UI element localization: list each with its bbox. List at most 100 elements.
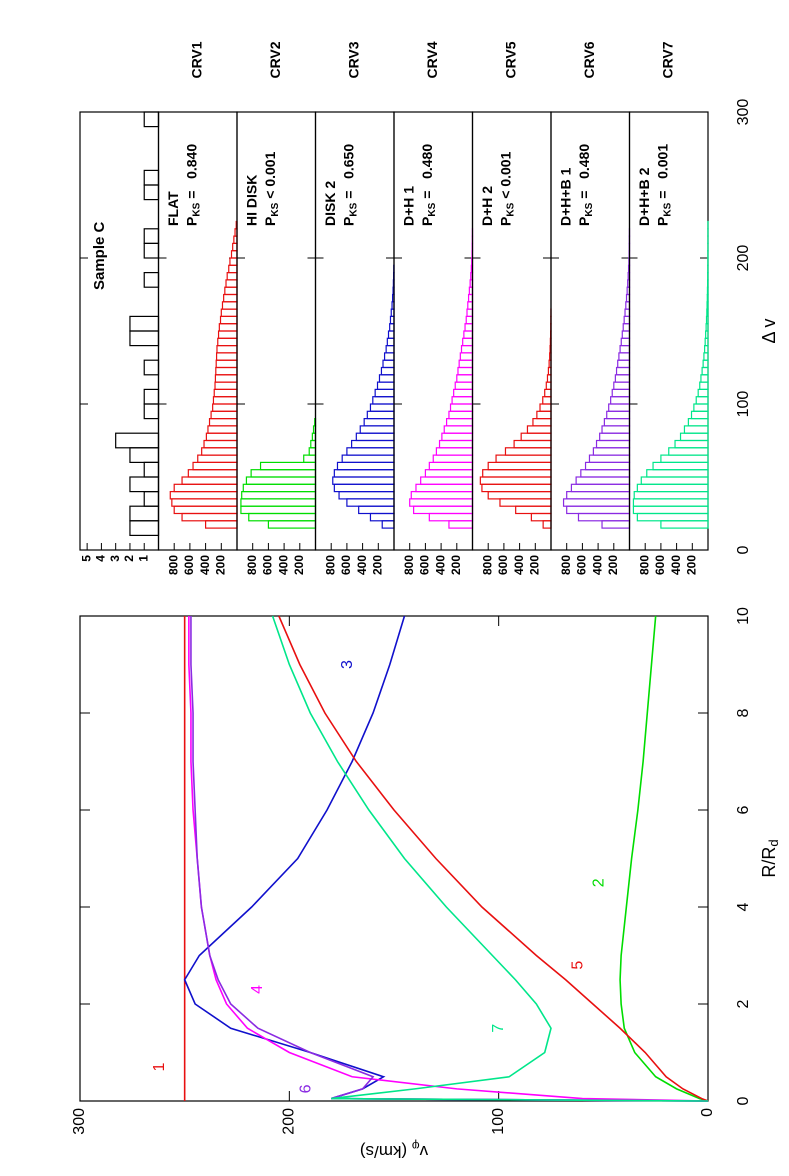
curve-label: 2 (590, 878, 607, 887)
y-tick-label: 600 (339, 555, 353, 575)
histogram-bar (621, 330, 631, 339)
histogram-bar (378, 374, 395, 383)
histogram-bar (449, 403, 474, 412)
histogram-bar (143, 169, 160, 186)
pks-label: PKS = 0.480 (576, 144, 595, 226)
histogram-bar (456, 374, 474, 383)
histogram-bar (215, 352, 238, 361)
curve-label: 1 (151, 1063, 168, 1072)
pks-label: PKS = 0.840 (183, 144, 202, 226)
histogram-bar (187, 469, 238, 478)
histogram-bar (700, 374, 709, 383)
histogram-bar (143, 272, 160, 288)
histogram-bar (376, 381, 395, 391)
histogram-bar (181, 476, 238, 485)
histogram-bar (310, 439, 317, 449)
histogram-bar (240, 498, 317, 507)
model-label: D+H 1 (401, 186, 417, 226)
histogram-bar (173, 483, 238, 493)
histogram-bar (622, 323, 631, 332)
panel-name: CRV5 (502, 41, 518, 78)
histogram-bar (212, 396, 238, 405)
histogram-bar (333, 469, 395, 478)
histogram-bar (705, 330, 709, 339)
curve (278, 615, 709, 1102)
histogram-bar (603, 418, 631, 427)
histogram-bar (242, 483, 317, 493)
y-tick-label: 800 (402, 555, 416, 575)
curve-label: 5 (569, 961, 586, 970)
histogram-bar (623, 315, 631, 325)
y-tick-label: 600 (496, 555, 510, 575)
x-tick-label: 200 (735, 245, 752, 272)
pks-label: PKS = 0.001 (654, 144, 673, 226)
histogram-bar (355, 432, 395, 442)
histogram-bar (458, 359, 474, 369)
pks-value: = 0.650 (340, 144, 356, 199)
y-tick-label: 200 (527, 555, 541, 575)
histogram-bar (226, 272, 238, 281)
histogram-bar (333, 483, 395, 493)
x-tick-label: 100 (735, 391, 752, 418)
histogram-bar (410, 491, 474, 500)
histogram-bar (435, 447, 474, 456)
histogram-bar (369, 403, 395, 412)
model-label: DISK 2 (322, 181, 338, 226)
histogram-bar (481, 483, 552, 493)
histogram-bar (413, 505, 474, 515)
histogram-bar (613, 381, 631, 391)
histogram-bar (363, 418, 395, 427)
histogram-bar (267, 520, 317, 529)
histogram-bar (220, 308, 238, 318)
histogram-bar (212, 403, 238, 412)
histogram-bar (695, 396, 709, 405)
histogram-bar (679, 432, 709, 442)
histogram-bar (448, 410, 474, 420)
y-tick-label: 600 (653, 555, 667, 575)
histogram-bar (614, 374, 631, 383)
histogram-bar (369, 512, 395, 522)
model-label: D+H+B 2 (636, 167, 652, 226)
histogram-bar (617, 359, 631, 369)
histogram-bar (575, 476, 631, 485)
histogram-bar (208, 418, 238, 427)
histogram-bar (380, 366, 395, 376)
model-label: D+H+B 1 (558, 167, 574, 226)
pks-subscript: KS (270, 202, 281, 216)
histogram-bar (487, 491, 552, 500)
histogram-bar (303, 454, 317, 464)
histogram-bar (115, 432, 160, 449)
y-tick-label: 400 (433, 555, 447, 575)
pks-value: < 0.001 (262, 151, 278, 198)
histogram-bar (636, 512, 709, 522)
x-tick-label: 8 (735, 708, 752, 717)
y-tick-label: 600 (182, 555, 196, 575)
histogram-bar (544, 388, 552, 398)
y-tick-label: 400 (669, 555, 683, 575)
y-tick-label: 800 (480, 555, 494, 575)
histogram-bar (464, 323, 474, 332)
histogram-bar (618, 352, 631, 361)
histogram-bar (129, 476, 160, 493)
curve (619, 615, 709, 1102)
histogram-bar (660, 454, 709, 464)
y-tick-label: 300 (71, 1108, 88, 1135)
histogram-bar (143, 228, 160, 245)
x-axis-label-main: R/R (759, 847, 779, 878)
curve-label: 7 (490, 1024, 507, 1033)
histogram-bar (702, 359, 709, 369)
curve-label: 6 (297, 1084, 314, 1093)
y-tick-label: 400 (512, 555, 526, 575)
histogram-bar (229, 257, 238, 266)
histogram-bar (129, 447, 160, 464)
histogram-bar (601, 425, 631, 434)
x-axis-label: R/Rd (759, 839, 782, 877)
pks-value: = 0.480 (419, 144, 435, 199)
histogram-bar (530, 512, 552, 522)
histogram-bar (504, 447, 552, 456)
histogram-bar (210, 410, 238, 420)
y-tick-label: 2 (122, 555, 136, 562)
histogram-bar (213, 388, 238, 398)
histogram-bar (387, 330, 395, 339)
